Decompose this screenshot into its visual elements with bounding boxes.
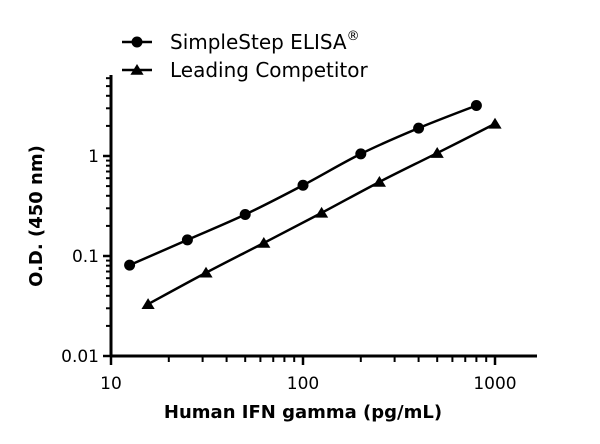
legend-item: SimpleStep ELISA® bbox=[122, 29, 360, 54]
data-point-circle bbox=[239, 209, 251, 221]
x-tick-label: 1000 bbox=[473, 374, 516, 394]
data-point-triangle bbox=[372, 175, 387, 187]
x-axis-title: Human IFN gamma (pg/mL) bbox=[164, 402, 442, 423]
y-tick-label: 1 bbox=[88, 147, 99, 167]
legend-label: Leading Competitor bbox=[170, 58, 368, 82]
data-series bbox=[124, 99, 502, 309]
legend-triangle-icon bbox=[130, 64, 144, 75]
data-point-triangle bbox=[488, 117, 502, 129]
legend-circle-icon bbox=[131, 36, 143, 48]
data-point-circle bbox=[413, 122, 425, 134]
y-tick-label: 0.1 bbox=[72, 247, 99, 267]
legend: SimpleStep ELISA® Leading Competitor bbox=[122, 29, 368, 82]
series-leading-competitor bbox=[141, 117, 502, 309]
data-point-triangle bbox=[315, 206, 329, 218]
data-point-circle bbox=[297, 179, 309, 191]
data-point-triangle bbox=[141, 298, 155, 309]
series-simplestep-elisa bbox=[124, 99, 482, 271]
data-point-triangle bbox=[430, 147, 444, 158]
legend-label: SimpleStep ELISA® bbox=[170, 29, 360, 54]
data-point-triangle bbox=[199, 266, 213, 278]
x-tick-label: 10 bbox=[100, 374, 122, 394]
legend-item: Leading Competitor bbox=[122, 58, 368, 82]
y-axis-title: O.D. (450 nm) bbox=[26, 145, 47, 287]
axes: 0.01 0.1 1 10 100 1000 bbox=[61, 75, 537, 394]
data-point-circle bbox=[181, 234, 193, 246]
y-tick-label: 0.01 bbox=[61, 347, 99, 367]
data-point-circle bbox=[355, 148, 367, 160]
x-tick-label: 100 bbox=[287, 374, 319, 394]
data-point-circle bbox=[470, 99, 482, 111]
data-point-triangle bbox=[257, 236, 271, 248]
data-point-circle bbox=[124, 259, 136, 271]
